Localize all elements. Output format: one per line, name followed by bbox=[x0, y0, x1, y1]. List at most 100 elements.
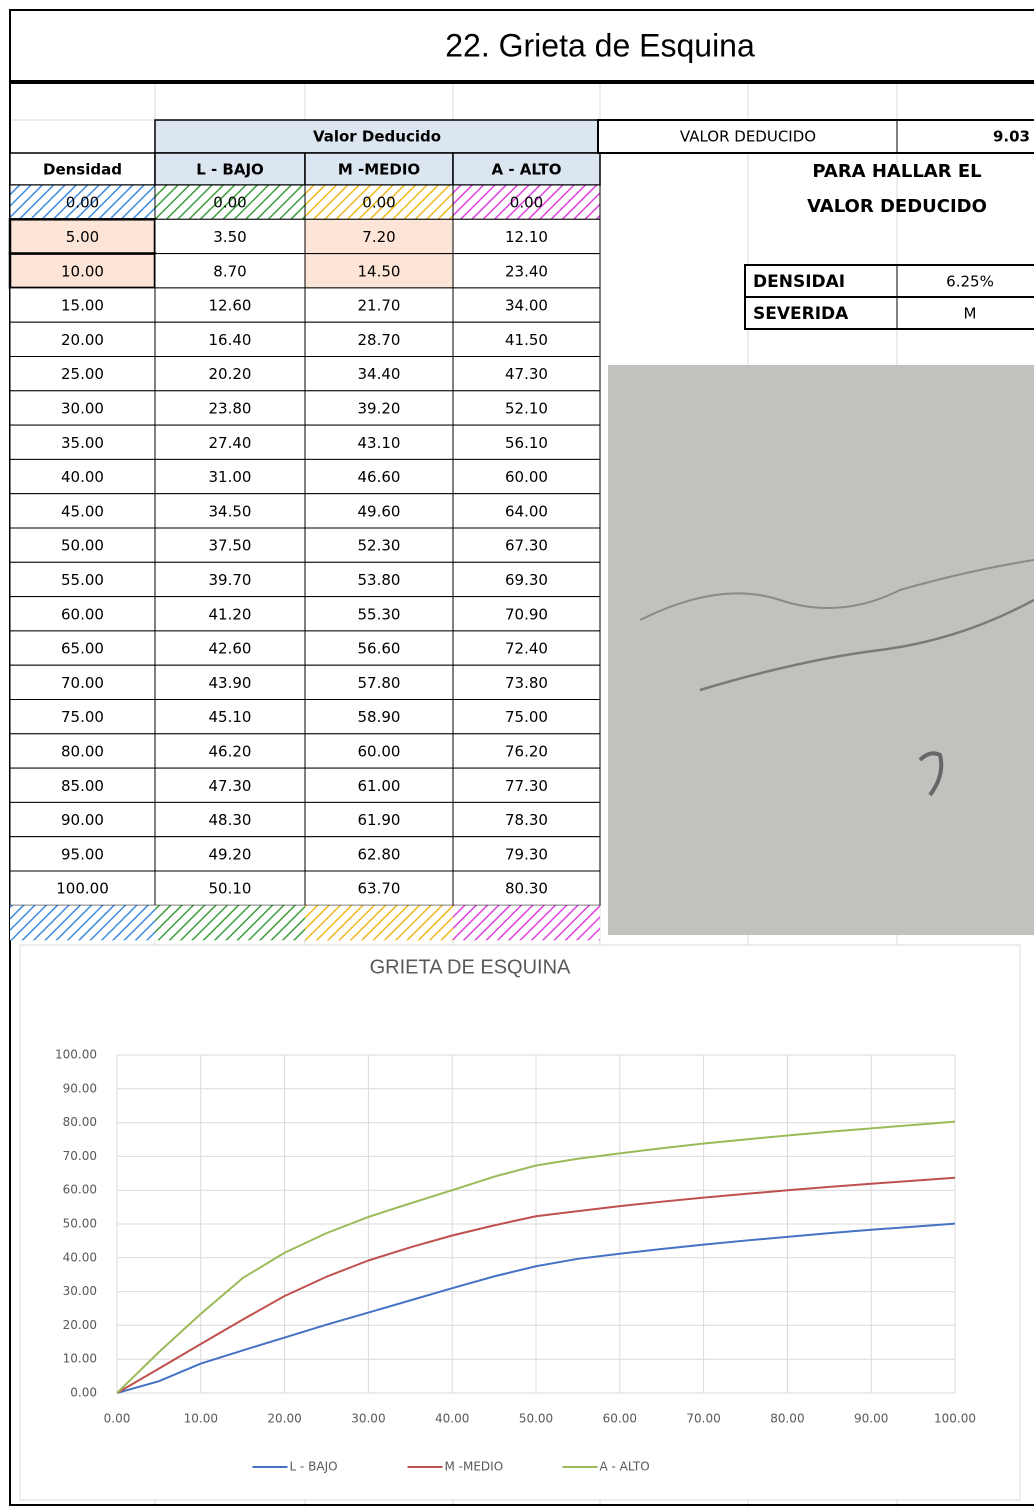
cell-text: 60.00 bbox=[505, 468, 548, 486]
cell-text: 46.60 bbox=[358, 468, 401, 486]
cell-text: 77.30 bbox=[505, 777, 548, 795]
legend-label: L - BAJO bbox=[290, 1460, 338, 1474]
chart-title: GRIETA DE ESQUINA bbox=[370, 956, 571, 978]
legend-label: M -MEDIO bbox=[445, 1460, 504, 1474]
result-label: VALOR DEDUCIDO bbox=[680, 128, 816, 146]
x-tick-label: 100.00 bbox=[934, 1412, 976, 1426]
cell-text: 62.80 bbox=[358, 845, 401, 863]
cell-text: 35.00 bbox=[61, 434, 104, 452]
cell-text: 79.30 bbox=[505, 845, 548, 863]
cell-text: 34.00 bbox=[505, 297, 548, 315]
input-value: M bbox=[964, 305, 977, 323]
cell-text: 70.00 bbox=[61, 674, 104, 692]
cell-text: 76.20 bbox=[505, 742, 548, 760]
x-tick-label: 0.00 bbox=[104, 1412, 131, 1426]
cell-text: 30.00 bbox=[61, 399, 104, 417]
x-tick-label: 80.00 bbox=[770, 1412, 804, 1426]
x-tick-label: 30.00 bbox=[351, 1412, 385, 1426]
cell-text: 49.20 bbox=[209, 845, 252, 863]
hatch-cell bbox=[305, 905, 453, 940]
cell-text: 12.60 bbox=[209, 297, 252, 315]
cell-text: 37.50 bbox=[209, 537, 252, 555]
cell-text: 55.00 bbox=[61, 571, 104, 589]
y-tick-label: 80.00 bbox=[63, 1115, 97, 1129]
y-tick-label: 90.00 bbox=[63, 1081, 97, 1095]
legend-label: A - ALTO bbox=[600, 1460, 650, 1474]
cell-text: 43.90 bbox=[209, 674, 252, 692]
cell-text: 10.00 bbox=[61, 262, 104, 280]
x-tick-label: 60.00 bbox=[603, 1412, 637, 1426]
cell-text: 52.30 bbox=[358, 537, 401, 555]
cell-text: 65.00 bbox=[61, 640, 104, 658]
cell-text: 53.80 bbox=[358, 571, 401, 589]
cell-text: 31.00 bbox=[209, 468, 252, 486]
cell-text: 80.00 bbox=[61, 742, 104, 760]
hatch-cell bbox=[10, 905, 155, 940]
cell-text: 70.90 bbox=[505, 605, 548, 623]
y-tick-label: 50.00 bbox=[63, 1217, 97, 1231]
cell-text: 55.30 bbox=[358, 605, 401, 623]
cell-text: 42.60 bbox=[209, 640, 252, 658]
x-tick-label: 20.00 bbox=[267, 1412, 301, 1426]
cell-text: 47.30 bbox=[505, 365, 548, 383]
cell-text: 7.20 bbox=[362, 228, 395, 246]
cell-text: 34.50 bbox=[209, 502, 252, 520]
cell-text: 39.20 bbox=[358, 399, 401, 417]
cell-text: 85.00 bbox=[61, 777, 104, 795]
y-tick-label: 20.00 bbox=[63, 1318, 97, 1332]
x-tick-label: 40.00 bbox=[435, 1412, 469, 1426]
cell-text: 49.60 bbox=[358, 502, 401, 520]
cell-text: 67.30 bbox=[505, 537, 548, 555]
cell-text: 39.70 bbox=[209, 571, 252, 589]
cell-text: 73.80 bbox=[505, 674, 548, 692]
y-tick-label: 10.00 bbox=[63, 1352, 97, 1366]
cell-text: 0.00 bbox=[362, 194, 395, 212]
page: 22. Grieta de Esquina Valor Deducido Dens… bbox=[0, 0, 1034, 1507]
cell-text: 23.40 bbox=[505, 262, 548, 280]
cell-text: 41.20 bbox=[209, 605, 252, 623]
cell-text: 60.00 bbox=[61, 605, 104, 623]
cell-text: 21.70 bbox=[358, 297, 401, 315]
cell-text: 0.00 bbox=[213, 194, 246, 212]
note: PARA HALLAR EL bbox=[812, 161, 981, 182]
column-header: A - ALTO bbox=[492, 161, 562, 179]
x-tick-label: 90.00 bbox=[854, 1412, 888, 1426]
cell-text: 0.00 bbox=[66, 194, 99, 212]
x-tick-label: 70.00 bbox=[686, 1412, 720, 1426]
input-value: 6.25% bbox=[946, 273, 994, 291]
cell-text: 43.10 bbox=[358, 434, 401, 452]
result-value: 9.03 bbox=[993, 128, 1030, 146]
y-tick-label: 60.00 bbox=[63, 1183, 97, 1197]
title: 22. Grieta de Esquina bbox=[445, 27, 755, 63]
photo bbox=[608, 365, 1034, 935]
cell-text: 23.80 bbox=[209, 399, 252, 417]
cell-text: 27.40 bbox=[209, 434, 252, 452]
cell-text: 46.20 bbox=[209, 742, 252, 760]
cell-text: 100.00 bbox=[56, 880, 109, 898]
cell-text: 61.00 bbox=[358, 777, 401, 795]
cell-text: 61.90 bbox=[358, 811, 401, 829]
cell-text: 20.00 bbox=[61, 331, 104, 349]
x-tick-label: 10.00 bbox=[184, 1412, 218, 1426]
cell-text: 15.00 bbox=[61, 297, 104, 315]
hatch-cell bbox=[155, 905, 305, 940]
column-header: Densidad bbox=[43, 161, 122, 179]
y-tick-label: 30.00 bbox=[63, 1284, 97, 1298]
group-header: Valor Deducido bbox=[313, 128, 441, 146]
cell-text: 69.30 bbox=[505, 571, 548, 589]
cell-text: 3.50 bbox=[213, 228, 246, 246]
cell-text: 40.00 bbox=[61, 468, 104, 486]
cell-text: 56.60 bbox=[358, 640, 401, 658]
column-header: L - BAJO bbox=[196, 161, 264, 179]
cell-text: 72.40 bbox=[505, 640, 548, 658]
cell-text: 95.00 bbox=[61, 845, 104, 863]
cell-text: 75.00 bbox=[61, 708, 104, 726]
cell-text: 8.70 bbox=[213, 262, 246, 280]
input-label: DENSIDAI bbox=[753, 272, 845, 292]
cell-text: 58.90 bbox=[358, 708, 401, 726]
cell-text: 20.20 bbox=[209, 365, 252, 383]
cell-text: 47.30 bbox=[209, 777, 252, 795]
hatch-cell bbox=[453, 905, 600, 940]
